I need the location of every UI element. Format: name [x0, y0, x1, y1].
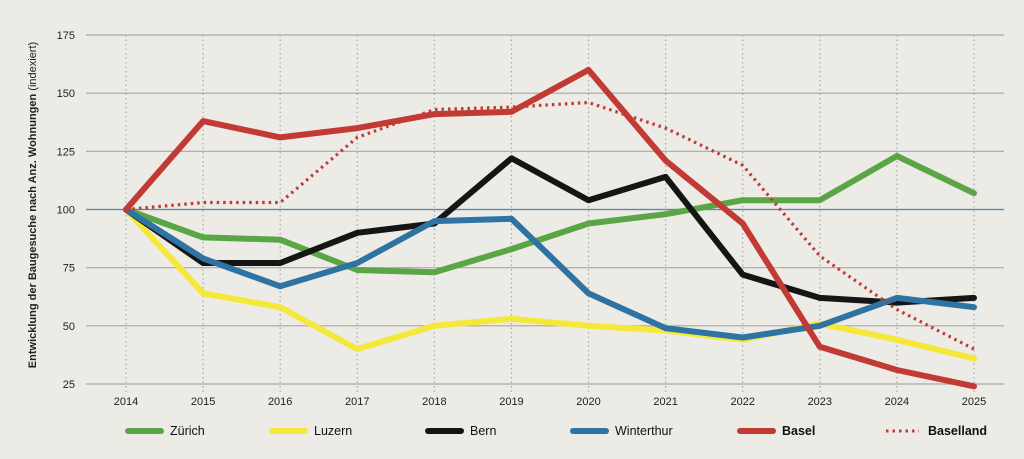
x-tick-label: 2016	[268, 396, 292, 408]
series-layer	[123, 66, 977, 390]
y-tick-label: 150	[57, 88, 75, 100]
chart-grid	[86, 34, 1004, 392]
series-line-basel	[123, 66, 977, 390]
x-tick-label: 2020	[576, 396, 600, 408]
legend-item-winterthur: Winterthur	[570, 424, 673, 438]
y-axis-ticks: 25 50 75 100 125 150 175	[57, 30, 75, 391]
legend: Zürich Luzern Bern Winterthur Basel Baselland	[125, 424, 987, 438]
x-tick-label: 2015	[191, 396, 215, 408]
series-line-winterthur	[123, 206, 977, 341]
series-line-luzern	[123, 206, 977, 362]
series-line-baselland	[125, 100, 975, 351]
legend-item-bern: Bern	[425, 424, 496, 438]
x-tick-label: 2021	[653, 396, 677, 408]
y-tick-label: 25	[63, 379, 75, 391]
legend-label: Luzern	[314, 424, 352, 438]
x-axis-ticks: 2014 2015 2016 2017 2018 2019 2020 2021 2022 2023…	[114, 396, 986, 408]
legend-item-baselland: Baselland	[886, 424, 987, 438]
legend-item-basel: Basel	[737, 424, 815, 438]
legend-label: Winterthur	[615, 424, 673, 438]
y-tick-label: 175	[57, 30, 75, 42]
legend-label: Bern	[470, 424, 496, 438]
y-tick-label: 75	[63, 263, 75, 275]
series-line-bern	[123, 155, 977, 306]
legend-item-luzern: Luzern	[269, 424, 352, 438]
legend-label: Baselland	[928, 424, 987, 438]
y-tick-label: 50	[63, 321, 75, 333]
x-tick-label: 2017	[345, 396, 369, 408]
y-axis-label: Entwicklung der Baugesuche nach Anz. Woh…	[27, 42, 39, 368]
x-tick-label: 2018	[422, 396, 446, 408]
x-tick-label: 2023	[808, 396, 832, 408]
x-tick-label: 2024	[885, 396, 909, 408]
x-tick-label: 2014	[114, 396, 138, 408]
y-tick-label: 125	[57, 146, 75, 158]
x-tick-label: 2019	[499, 396, 523, 408]
legend-item-zürich: Zürich	[125, 424, 205, 438]
legend-label: Basel	[782, 424, 815, 438]
legend-label: Zürich	[170, 424, 205, 438]
series-line-zürich	[123, 153, 977, 276]
y-tick-label: 100	[57, 205, 75, 217]
x-tick-label: 2025	[962, 396, 986, 408]
x-tick-label: 2022	[730, 396, 754, 408]
